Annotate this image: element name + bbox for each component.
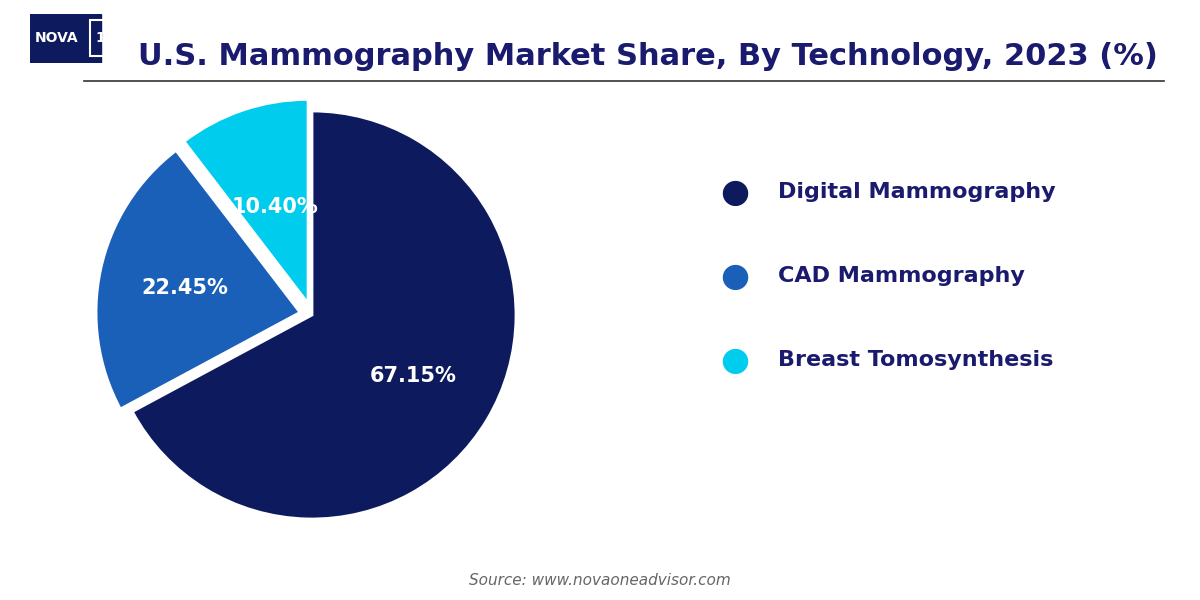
Text: 10.40%: 10.40% <box>232 197 319 217</box>
Text: NOVA: NOVA <box>35 31 79 46</box>
Text: ●: ● <box>720 343 749 377</box>
Wedge shape <box>96 151 300 409</box>
Text: ●: ● <box>720 175 749 208</box>
Text: 67.15%: 67.15% <box>370 366 457 386</box>
Text: 1: 1 <box>96 31 106 46</box>
Text: CAD Mammography: CAD Mammography <box>778 266 1025 286</box>
Text: U.S. Mammography Market Share, By Technology, 2023 (%): U.S. Mammography Market Share, By Techno… <box>138 42 1158 71</box>
Wedge shape <box>184 100 308 304</box>
Text: ●: ● <box>720 259 749 292</box>
Text: ADVISOR: ADVISOR <box>115 31 186 46</box>
Bar <box>90 20 110 56</box>
Text: Digital Mammography: Digital Mammography <box>778 182 1055 202</box>
Text: 22.45%: 22.45% <box>140 278 228 298</box>
Text: Breast Tomosynthesis: Breast Tomosynthesis <box>778 350 1052 370</box>
Text: Source: www.novaoneadvisor.com: Source: www.novaoneadvisor.com <box>469 573 731 588</box>
Bar <box>30 14 101 63</box>
Wedge shape <box>132 111 516 519</box>
